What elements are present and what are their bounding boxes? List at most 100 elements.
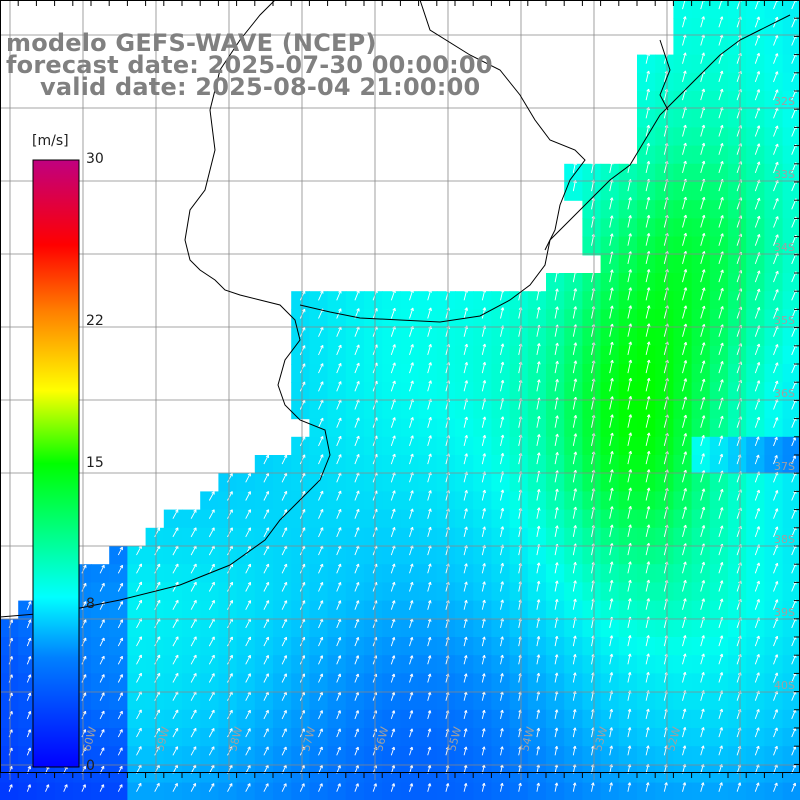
wind-arrow: [427, 417, 432, 428]
wind-cell: [509, 473, 529, 492]
wind-arrow: [318, 417, 324, 428]
wind-arrow: [609, 323, 613, 337]
wind-arrow: [718, 161, 724, 174]
wind-cell: [200, 600, 219, 620]
wind-arrow: [63, 784, 68, 792]
coastline: [0, 0, 791, 618]
wind-arrow: [354, 362, 360, 374]
wind-cell: [637, 400, 656, 420]
wind-arrow: [208, 491, 215, 501]
wind-arrow: [736, 215, 742, 228]
wind-cell: [382, 309, 401, 329]
longitude-label: 52W: [664, 725, 683, 753]
wind-cell: [345, 473, 365, 492]
wind-arrow: [8, 711, 13, 720]
wind-cell: [473, 418, 492, 438]
wind-cell: [564, 455, 583, 474]
wind-cell: [127, 600, 147, 620]
wind-arrow: [682, 782, 686, 792]
wind-cell: [91, 709, 110, 729]
wind-arrow: [336, 655, 341, 665]
wind-cell: [127, 618, 147, 638]
wind-cell: [236, 491, 256, 511]
wind-arrow: [208, 618, 215, 629]
wind-cell: [527, 382, 547, 401]
wind-cell: [91, 564, 110, 583]
wind-cell: [527, 327, 547, 347]
wind-cell: [673, 145, 693, 165]
wind-arrow: [227, 473, 233, 483]
wind-arrow: [336, 563, 342, 574]
wind-arrow: [627, 161, 631, 173]
wind-cell: [655, 309, 674, 329]
wind-arrow: [645, 215, 650, 228]
wind-cell: [236, 728, 256, 747]
wind-arrow: [136, 636, 142, 647]
wind-arrow: [645, 305, 650, 319]
wind-cell: [746, 509, 765, 529]
wind-arrow: [718, 708, 723, 720]
wind-cell: [436, 473, 456, 492]
forecast-date: forecast date: 2025-07-30 00:00:00: [6, 51, 493, 79]
lat-lon-grid: [0, 0, 800, 780]
wind-arrow: [682, 16, 686, 28]
wind-arrow: [117, 546, 123, 556]
wind-cell: [436, 291, 456, 310]
wind-cell: [400, 436, 420, 456]
wind-cell: [163, 527, 183, 547]
wind-arrow: [245, 563, 251, 574]
wind-arrow: [572, 433, 577, 446]
wind-arrow: [791, 563, 797, 574]
wind-arrow: [663, 763, 668, 774]
wind-cell: [382, 418, 401, 438]
wind-arrow: [299, 545, 306, 556]
wind-cell: [618, 473, 638, 492]
wind-arrow: [190, 509, 197, 519]
wind-arrow: [627, 487, 632, 501]
wind-arrow: [627, 635, 631, 647]
wind-cell: [273, 600, 292, 620]
wind-cell: [473, 709, 492, 729]
wind-arrow: [427, 783, 431, 792]
wind-cell: [691, 236, 711, 256]
wind-cell: [163, 764, 183, 784]
wind-cell: [782, 509, 800, 529]
wind-arrow: [700, 52, 705, 64]
wind-arrow: [718, 580, 723, 592]
wind-arrow: [645, 782, 649, 792]
wind-arrow: [645, 161, 650, 174]
wind-arrow: [463, 563, 468, 574]
wind-arrow: [609, 161, 613, 173]
wind-cell: [637, 345, 656, 365]
wind-cell: [782, 418, 800, 438]
wind-cell: [709, 618, 729, 638]
wind-arrow: [754, 764, 760, 774]
wind-cell: [236, 637, 256, 656]
wind-cell: [527, 345, 547, 365]
wind-cell: [236, 764, 256, 784]
wind-cell: [618, 655, 638, 674]
wind-arrow: [572, 488, 577, 501]
wind-arrow: [481, 599, 486, 610]
wind-arrow: [736, 782, 741, 792]
wind-cell: [746, 36, 765, 56]
wind-arrow: [609, 378, 613, 392]
wind-cell: [764, 673, 784, 693]
wind-arrow: [481, 710, 485, 720]
wind-cell: [600, 400, 620, 420]
wind-arrow: [791, 709, 796, 720]
wind-cell: [782, 182, 800, 201]
wind-cell: [491, 291, 511, 310]
wind-arrow: [81, 619, 87, 629]
wind-cell: [200, 728, 219, 747]
wind-cell: [163, 709, 183, 729]
wind-arrow: [591, 561, 595, 574]
wind-cell: [455, 709, 474, 729]
wind-arrow: [554, 782, 558, 792]
wind-arrow: [481, 618, 485, 629]
wind-cell: [418, 746, 438, 765]
wind-arrow: [754, 690, 760, 701]
wind-cell: [709, 491, 729, 511]
wind-arrow: [554, 306, 558, 319]
wind-cell: [728, 163, 747, 183]
